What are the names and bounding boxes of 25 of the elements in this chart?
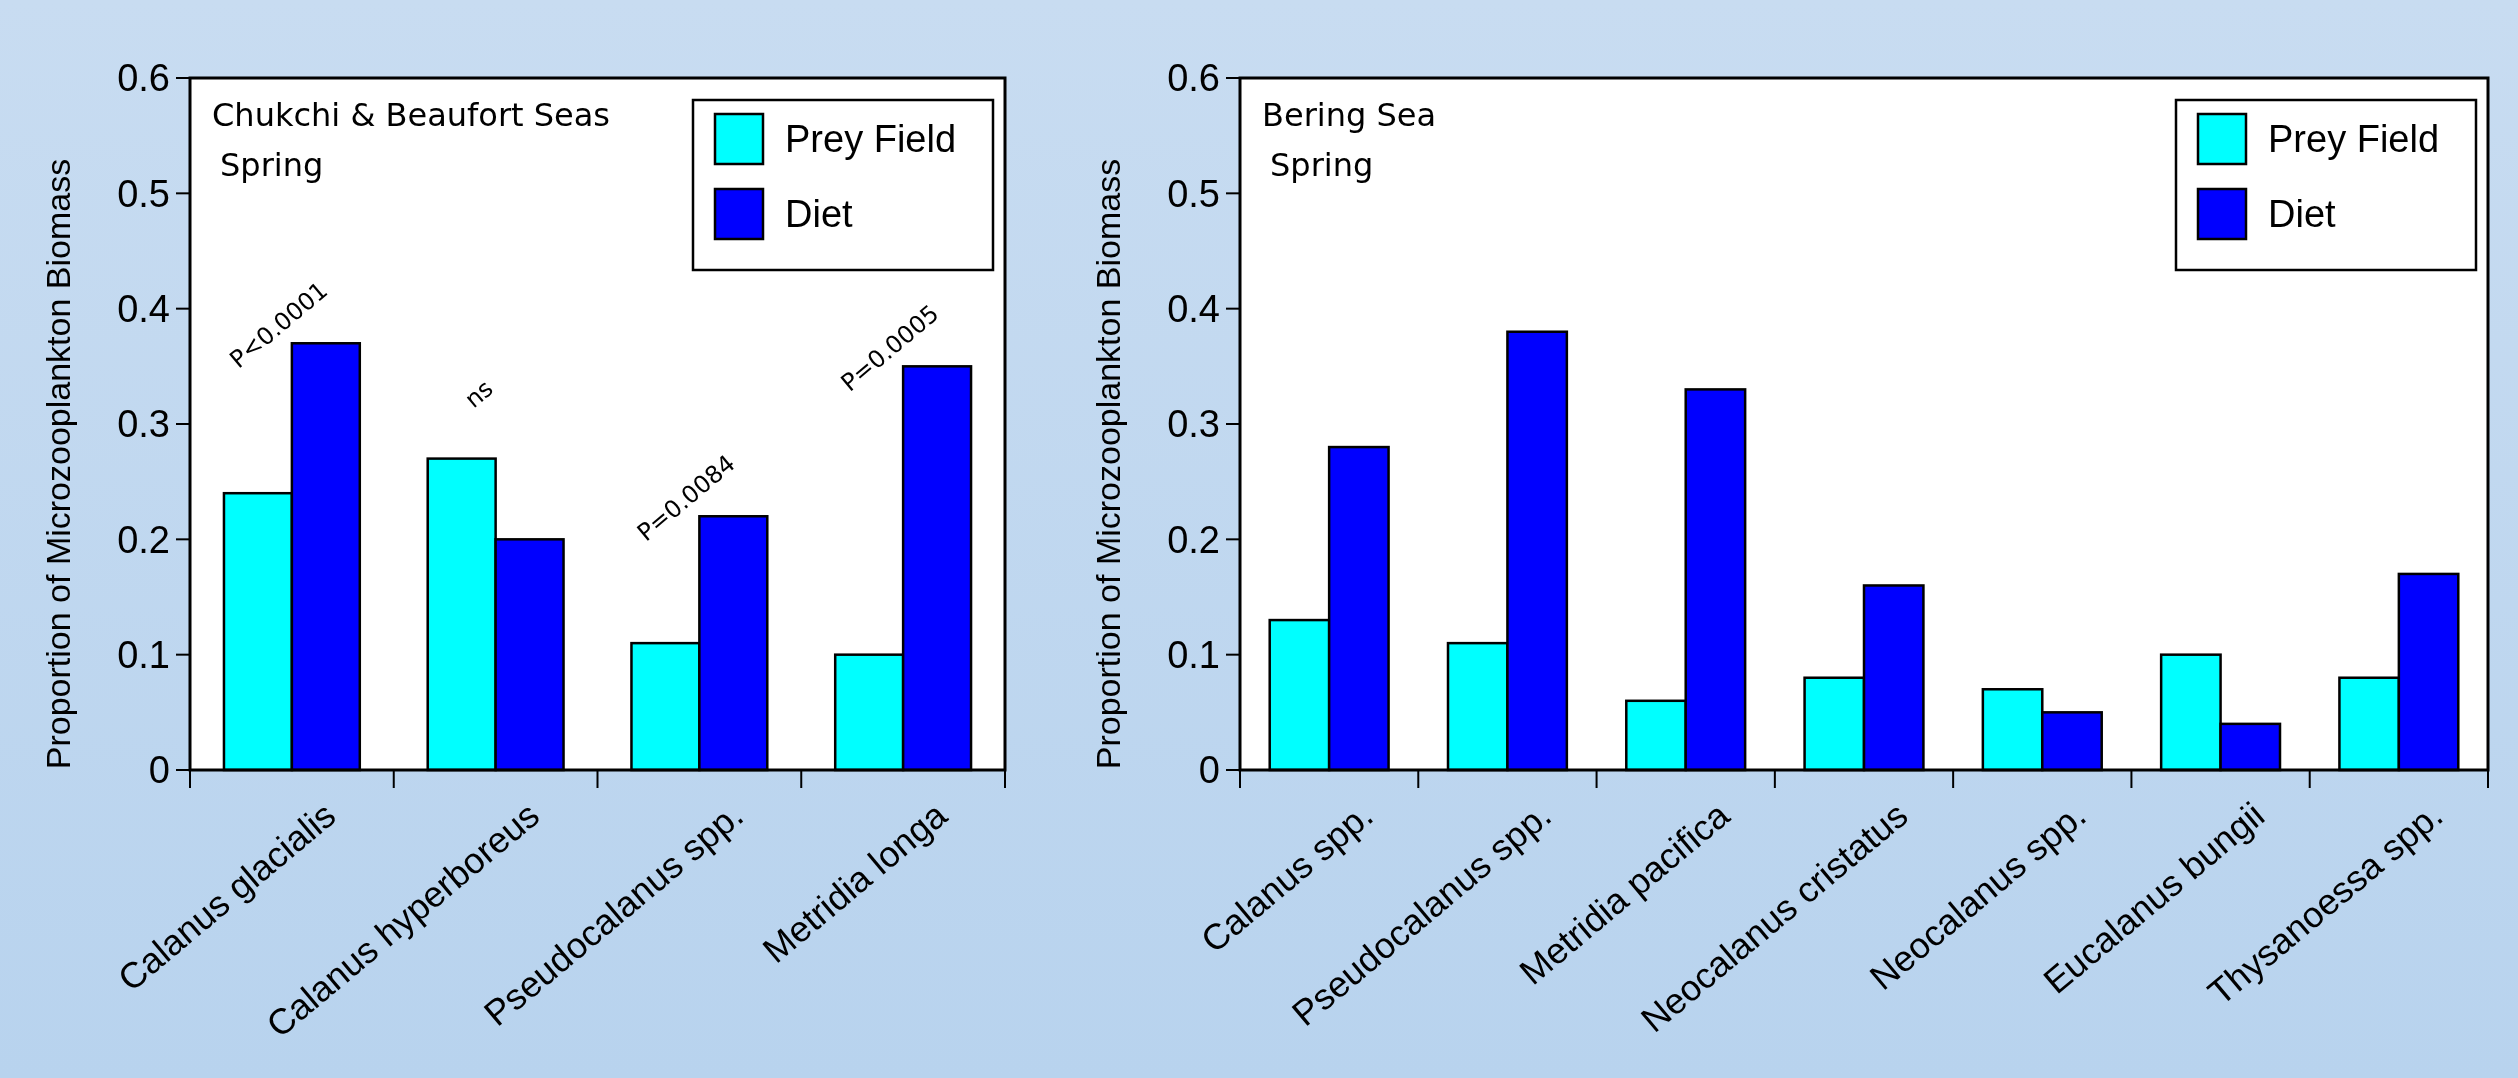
y-tick-label: 0.1: [117, 633, 170, 676]
y-tick-label: 0.2: [117, 518, 170, 561]
legend-label: Prey Field: [785, 118, 957, 161]
y-tick-label: 0.3: [1167, 403, 1220, 446]
text: Spring: [220, 146, 324, 184]
y-tick-label: 0: [148, 749, 170, 792]
y-axis-title: Proportion of Microzooplankton Biomass: [1089, 158, 1127, 770]
y-tick-label: 0.1: [1167, 633, 1220, 676]
text: Chukchi & Beaufort Seas: [212, 96, 611, 134]
legend-label: Diet: [785, 193, 854, 236]
y-tick-label: 0.6: [1167, 57, 1220, 100]
y-tick-label: 0.6: [117, 57, 170, 100]
y-tick-label: 0.4: [1167, 287, 1220, 330]
y-tick-label: 0.3: [117, 403, 170, 446]
text: Spring: [1270, 146, 1374, 184]
y-tick-label: 0: [1198, 749, 1220, 792]
y-tick-label: 0.5: [1167, 172, 1220, 215]
y-axis-title: Proportion of Microzooplankton Biomass: [39, 158, 77, 770]
legend-label: Diet: [2268, 193, 2337, 236]
legend-label: Prey Field: [2268, 118, 2440, 161]
annotation: ns: [459, 374, 499, 414]
y-tick-label: 0.4: [117, 287, 170, 330]
y-tick-label: 0.2: [1167, 518, 1220, 561]
text: Bering Sea: [1262, 96, 1437, 134]
y-tick-label: 0.5: [117, 172, 170, 215]
